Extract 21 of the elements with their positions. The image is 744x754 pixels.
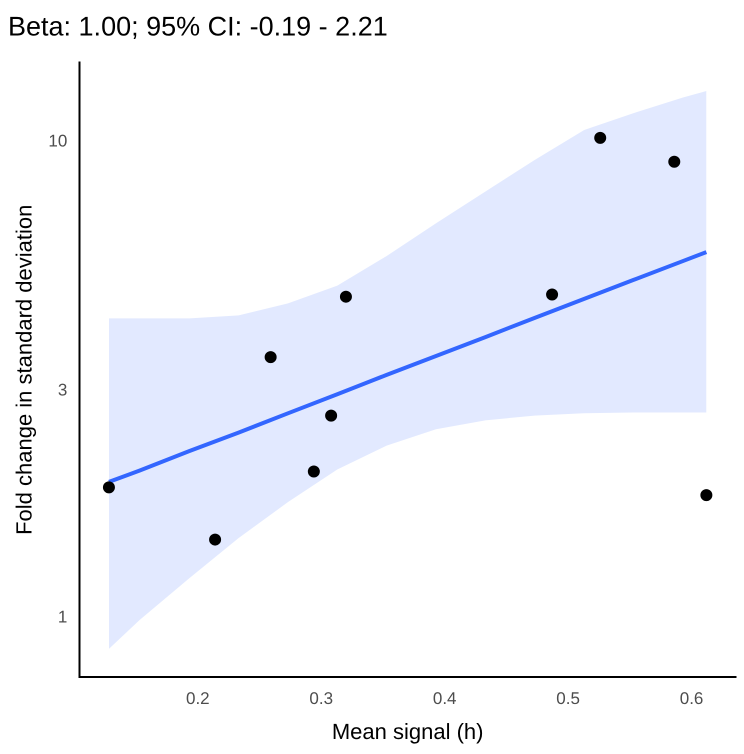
x-tick-label: 0.4 bbox=[432, 689, 457, 708]
point bbox=[264, 351, 277, 364]
chart-title: Beta: 1.00; 95% CI: -0.19 - 2.21 bbox=[8, 12, 388, 42]
x-axis-title: Mean signal (h) bbox=[332, 718, 484, 744]
point bbox=[340, 290, 352, 303]
point bbox=[546, 288, 558, 301]
point bbox=[668, 156, 680, 168]
point bbox=[594, 132, 606, 144]
y-tick-label: 1 bbox=[58, 607, 68, 626]
x-tick-label: 0.2 bbox=[186, 689, 210, 708]
x-tick-label: 0.5 bbox=[556, 689, 580, 708]
point bbox=[700, 489, 712, 502]
point bbox=[325, 410, 338, 422]
y-tick-label: 10 bbox=[48, 132, 68, 151]
x-tick-label: 0.3 bbox=[309, 689, 334, 708]
y-axis-title: Fold change in standard deviation bbox=[11, 204, 36, 535]
point bbox=[102, 481, 115, 494]
point bbox=[308, 465, 320, 478]
y-tick-label: 3 bbox=[58, 380, 68, 400]
point bbox=[209, 534, 222, 546]
x-tick-label: 0.6 bbox=[680, 689, 704, 708]
